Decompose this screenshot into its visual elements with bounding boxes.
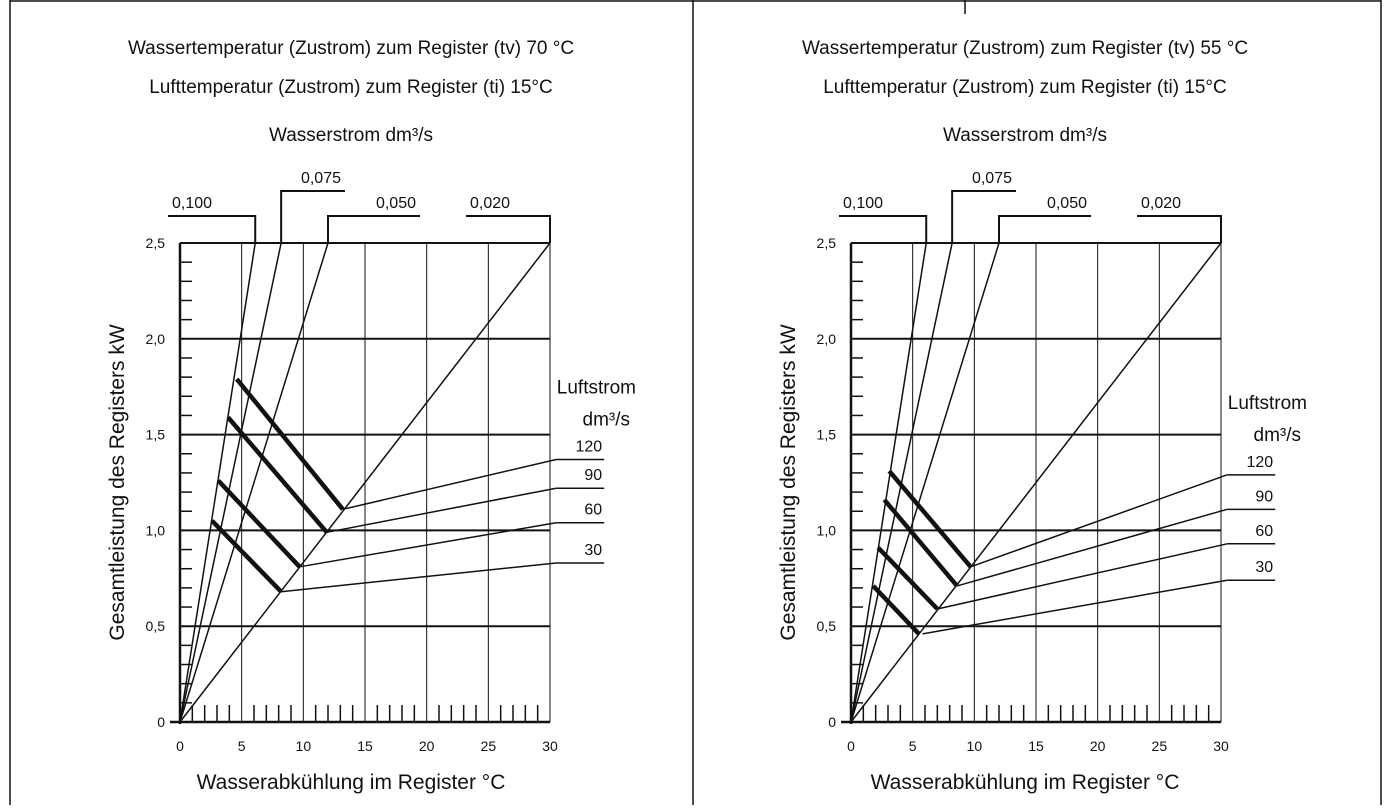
water-flow-line <box>850 242 927 723</box>
water-flow-bracket <box>466 215 551 243</box>
water-flow-label: 0,020 <box>470 195 510 212</box>
x-tick-label: 20 <box>419 738 435 754</box>
chart-title-line1: Wassertemperatur (Zustrom) zum Register … <box>802 38 1248 59</box>
water-flow-bracket <box>998 215 1091 243</box>
water-flow-label: 0,075 <box>301 170 341 187</box>
minor-ticks <box>180 261 539 722</box>
air-flow-title: Luftstrom <box>557 378 636 399</box>
x-tick-label: 15 <box>1028 738 1044 754</box>
water-flow-bracket <box>1137 215 1222 243</box>
y-tick-label: 0 <box>828 714 836 730</box>
water-flow-bracket <box>951 190 1016 243</box>
water-flow-heading: Wasserstrom dm³/s <box>943 125 1107 146</box>
x-tick-label: 25 <box>481 738 497 754</box>
operating-segment <box>871 584 921 636</box>
air-flow-label: 90 <box>1255 488 1273 505</box>
x-axis-title: Wasserabkühlung im Register °C <box>197 771 506 794</box>
air-flow-line <box>326 487 557 534</box>
air-flow-line <box>970 474 1228 568</box>
water-flow-bracket <box>168 215 257 243</box>
air-flow-label: 60 <box>1255 523 1273 540</box>
water-flow-label: 0,075 <box>972 170 1012 187</box>
x-tick-label: 15 <box>357 738 373 754</box>
y-tick-label: 1,5 <box>817 427 837 443</box>
x-tick-label: 10 <box>296 738 312 754</box>
chart-title-line2: Lufttemperatur (Zustrom) zum Register (t… <box>823 77 1227 98</box>
chart-panel-70c: Wassertemperatur (Zustrom) zum Register … <box>106 38 636 794</box>
water-flow-bracket <box>839 215 928 243</box>
water-flow-line <box>850 242 1222 723</box>
air-flow-label: 60 <box>584 502 602 519</box>
y-tick-label: 0,5 <box>817 618 837 634</box>
x-tick-label: 0 <box>847 738 855 754</box>
operating-segment <box>216 479 302 569</box>
air-flow-title: Luftstrom <box>1228 393 1307 414</box>
y-tick-label: 2,0 <box>146 331 166 347</box>
y-tick-label: 0 <box>157 714 165 730</box>
air-flow-label: 120 <box>1246 454 1273 471</box>
air-flow-line <box>922 579 1228 635</box>
air-flow-unit: dm³/s <box>583 410 631 431</box>
air-flow-line <box>299 521 557 568</box>
operating-segment <box>226 415 329 534</box>
air-flow-line <box>937 543 1228 610</box>
water-flow-label: 0,020 <box>1141 195 1181 212</box>
y-tick-label: 1,0 <box>146 522 166 538</box>
water-flow-bracket <box>280 190 345 243</box>
air-flow-label: 30 <box>1255 559 1273 576</box>
x-tick-label: 10 <box>967 738 983 754</box>
x-tick-label: 0 <box>176 738 184 754</box>
chart-title-line1: Wassertemperatur (Zustrom) zum Register … <box>128 38 574 59</box>
water-flow-label: 0,050 <box>1047 195 1087 212</box>
x-tick-label: 25 <box>1152 738 1168 754</box>
water-flow-heading: Wasserstrom dm³/s <box>269 125 433 146</box>
y-axis-title: Gesamtleistung des Registers kW <box>106 324 129 640</box>
operating-segments <box>871 469 973 636</box>
x-tick-label: 20 <box>1090 738 1106 754</box>
water-flow-lines <box>168 190 551 723</box>
air-flow-label: 30 <box>584 542 602 559</box>
y-tick-label: 2,5 <box>817 235 837 251</box>
x-tick-label: 5 <box>238 738 246 754</box>
y-tick-label: 2,5 <box>146 235 166 251</box>
air-flow-line <box>281 562 557 593</box>
frame <box>9 0 1382 805</box>
water-flow-label: 0,050 <box>376 195 416 212</box>
water-flow-line <box>179 242 282 723</box>
operating-segment <box>876 546 939 611</box>
water-flow-line <box>179 242 551 723</box>
x-tick-label: 30 <box>542 738 558 754</box>
operating-segment <box>210 519 283 594</box>
y-tick-label: 1,5 <box>146 427 166 443</box>
y-tick-label: 1,0 <box>817 522 837 538</box>
air-flow-line <box>342 458 557 511</box>
water-flow-line <box>850 242 1000 723</box>
operating-segment <box>234 377 345 511</box>
water-flow-line <box>179 242 329 723</box>
operating-segment <box>882 498 959 588</box>
x-tick-label: 30 <box>1213 738 1229 754</box>
air-flow-lines <box>922 474 1276 635</box>
water-flow-bracket <box>327 215 420 243</box>
x-axis-title: Wasserabkühlung im Register °C <box>871 771 1180 794</box>
operating-segments <box>210 377 345 594</box>
operating-segment <box>887 469 973 569</box>
y-tick-label: 2,0 <box>817 331 837 347</box>
water-flow-lines <box>839 190 1222 723</box>
air-flow-label: 120 <box>575 439 602 456</box>
air-flow-line <box>956 508 1228 587</box>
water-flow-label: 0,100 <box>843 195 883 212</box>
chart-panel-55c: Wassertemperatur (Zustrom) zum Register … <box>777 38 1307 794</box>
y-axis-title: Gesamtleistung des Registers kW <box>777 324 800 640</box>
water-flow-label: 0,100 <box>172 195 212 212</box>
air-flow-unit: dm³/s <box>1254 425 1302 446</box>
air-flow-lines <box>281 458 605 593</box>
air-flow-label: 90 <box>584 467 602 484</box>
y-tick-label: 0,5 <box>146 618 166 634</box>
x-tick-label: 5 <box>909 738 917 754</box>
chart-title-line2: Lufttemperatur (Zustrom) zum Register (t… <box>149 77 553 98</box>
